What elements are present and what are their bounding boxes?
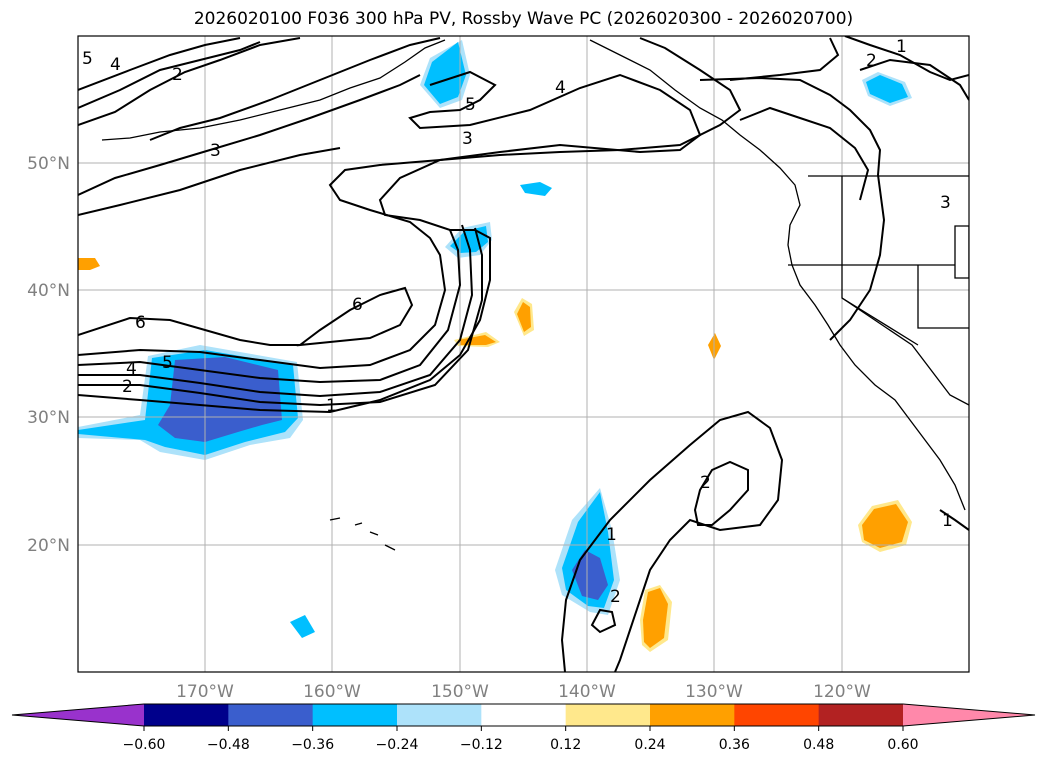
contour-label: 2 bbox=[866, 51, 877, 71]
contour-label: 1 bbox=[326, 396, 337, 416]
lon-label: 160°W bbox=[303, 682, 361, 702]
colorbar-extend-high bbox=[903, 704, 1035, 726]
lat-label: 20°N bbox=[27, 536, 70, 556]
lon-label: 170°W bbox=[176, 682, 234, 702]
contour-label: 4 bbox=[126, 359, 137, 379]
lat-label: 30°N bbox=[27, 408, 70, 428]
contour-labels: 5 4 2 3 5 3 4 2 1 6 6 4 5 2 1 2 1 2 3 1 bbox=[82, 37, 953, 607]
colorbar-tick-label: −0.48 bbox=[207, 737, 250, 753]
contour-label: 3 bbox=[940, 193, 951, 213]
map-area: 5 4 2 3 5 3 4 2 1 6 6 4 5 2 1 2 1 2 3 1 bbox=[78, 36, 969, 672]
lon-label: 120°W bbox=[813, 682, 871, 702]
pos-fill-1b bbox=[517, 302, 531, 332]
colorbar-tick-label: 0.48 bbox=[803, 737, 834, 753]
colorbar-segment bbox=[565, 704, 651, 726]
map-frame bbox=[77, 35, 970, 673]
colorbar-segment bbox=[397, 704, 482, 726]
colorbar-tick-label: 0.36 bbox=[719, 737, 750, 753]
colorbar-tick-label: −0.36 bbox=[291, 737, 334, 753]
colorbar-tick-label: −0.60 bbox=[123, 737, 166, 753]
lat-label: 40°N bbox=[27, 281, 70, 301]
contour-label: 1 bbox=[606, 525, 617, 545]
longitude-labels: 170°W 160°W 150°W 140°W 130°W 120°W bbox=[176, 682, 871, 702]
contour-label: 6 bbox=[352, 295, 363, 315]
colorbar-tick-label: 0.24 bbox=[634, 737, 665, 753]
contour-label: 4 bbox=[110, 55, 121, 75]
colorbar-segment bbox=[228, 704, 314, 726]
lat-label: 50°N bbox=[27, 154, 70, 174]
colorbar-tick-label: −0.12 bbox=[460, 737, 503, 753]
pv-contours bbox=[78, 36, 969, 672]
contour-label: 2 bbox=[610, 587, 621, 607]
contour-label: 4 bbox=[555, 78, 566, 98]
colorbar: −0.60 −0.48 −0.36 −0.24 −0.12 0.12 0.24 0.36 0.4… bbox=[11, 703, 1036, 753]
contour-label: 2 bbox=[172, 65, 183, 85]
contour-label: 1 bbox=[942, 511, 953, 531]
colorbar-segment bbox=[734, 704, 820, 726]
latitude-labels: 50°N 40°N 30°N 20°N bbox=[27, 154, 70, 556]
colorbar-segment bbox=[144, 704, 229, 726]
anomaly-fill-tiny bbox=[520, 182, 552, 196]
contour-label: 2 bbox=[700, 473, 711, 493]
lon-label: 130°W bbox=[685, 682, 743, 702]
anomaly-fill-south-royal bbox=[572, 550, 608, 600]
anomaly-fill-royal bbox=[158, 357, 282, 442]
colorbar-tick-label: 0.60 bbox=[887, 737, 918, 753]
contour-label: 3 bbox=[462, 129, 473, 149]
lon-label: 140°W bbox=[558, 682, 616, 702]
lon-label: 150°W bbox=[431, 682, 489, 702]
contour-label: 1 bbox=[896, 37, 907, 57]
colorbar-tick-label: 0.12 bbox=[550, 737, 581, 753]
colorbar-extend-low bbox=[12, 704, 144, 726]
map-title: 2026020100 F036 300 hPa PV, Rossby Wave … bbox=[193, 9, 854, 29]
coastlines bbox=[101, 39, 969, 551]
anomaly-fill-ne-2 bbox=[866, 75, 908, 103]
contour-label: 5 bbox=[162, 353, 173, 373]
colorbar-tick-label: −0.24 bbox=[376, 737, 419, 753]
colorbar-segment bbox=[650, 704, 735, 726]
contour-label: 6 bbox=[135, 313, 146, 333]
contour-label: 2 bbox=[122, 377, 133, 397]
contour-label: 5 bbox=[465, 95, 476, 115]
colorbar-segment bbox=[818, 704, 904, 726]
pos-fill-4b bbox=[862, 504, 908, 548]
pos-fill-west-edge bbox=[78, 258, 100, 270]
gridlines bbox=[78, 36, 969, 672]
contour-label: 3 bbox=[210, 141, 221, 161]
anomaly-fill-cyan-north bbox=[424, 42, 466, 104]
colorbar-segment bbox=[312, 704, 398, 726]
contour-label: 5 bbox=[82, 49, 93, 69]
pos-fill-5b bbox=[643, 588, 668, 648]
anomaly-fill-tiny-2 bbox=[290, 615, 315, 638]
colorbar-segment bbox=[481, 704, 567, 726]
